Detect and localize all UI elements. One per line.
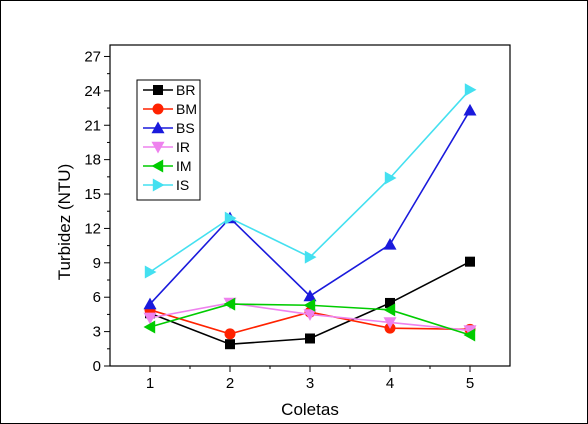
legend-label: IS [176,177,189,193]
data-point [384,171,397,185]
data-point [465,256,475,267]
data-point [383,303,396,317]
data-point [143,297,157,310]
y-tick-label: 18 [84,152,101,169]
legend-label: IR [176,139,190,155]
legend-box [136,79,201,201]
series-is [144,83,477,279]
legend-marker [151,121,165,134]
legend-label: BR [176,82,195,98]
legend-label: BS [176,120,195,136]
data-point [305,333,315,344]
legend-item: BM [143,101,197,117]
data-point [143,312,157,325]
data-point [144,265,157,279]
x-tick-label: 1 [146,375,154,392]
legend-label: IM [176,158,192,174]
y-tick-label: 27 [84,48,101,65]
series-im [143,297,476,342]
series-layer [143,83,477,350]
y-tick-label: 9 [93,255,101,272]
legend-item: IS [143,177,189,193]
series-ir [143,297,477,337]
y-axis-ticks: 0 3 6 9 12 15 18 21 24 27 [84,48,110,375]
data-point [224,328,236,340]
legend-marker [153,85,163,95]
x-axis-label: Coletas [281,400,339,419]
data-point [303,289,317,302]
data-point [383,317,397,329]
legend: BR BM BS IR IM IS [136,79,201,201]
data-point [383,237,397,250]
data-point [463,328,476,342]
data-point [303,298,316,312]
data-point [303,309,317,321]
legend-marker [151,159,164,173]
x-tick-label: 5 [466,375,474,392]
legend-label: BM [176,101,197,117]
data-point [225,339,235,350]
data-point [304,250,317,264]
data-point [463,103,477,116]
data-point [464,83,477,97]
x-tick-label: 2 [226,375,234,392]
y-tick-label: 24 [84,83,101,100]
legend-marker [152,103,164,115]
y-tick-label: 0 [93,358,101,375]
y-axis-label: Turbidez (NTU) [55,164,74,281]
data-point [224,211,237,225]
y-tick-label: 6 [93,289,101,306]
legend-item: IR [143,139,190,155]
y-tick-label: 15 [84,186,101,203]
legend-marker [151,141,165,154]
x-tick-label: 3 [306,375,314,392]
legend-item: IM [143,158,192,174]
y-tick-label: 21 [84,117,101,134]
legend-item: BS [143,120,195,136]
data-point [463,325,477,337]
data-point [223,297,236,311]
x-axis-ticks: 1 2 3 4 5 [146,366,474,392]
data-point [143,320,156,334]
data-point [385,297,395,308]
y-tick-label: 12 [84,220,101,237]
y-tick-label: 3 [93,324,101,341]
legend-item: BR [143,82,195,98]
legend-marker [152,178,165,192]
x-tick-label: 4 [386,375,394,392]
